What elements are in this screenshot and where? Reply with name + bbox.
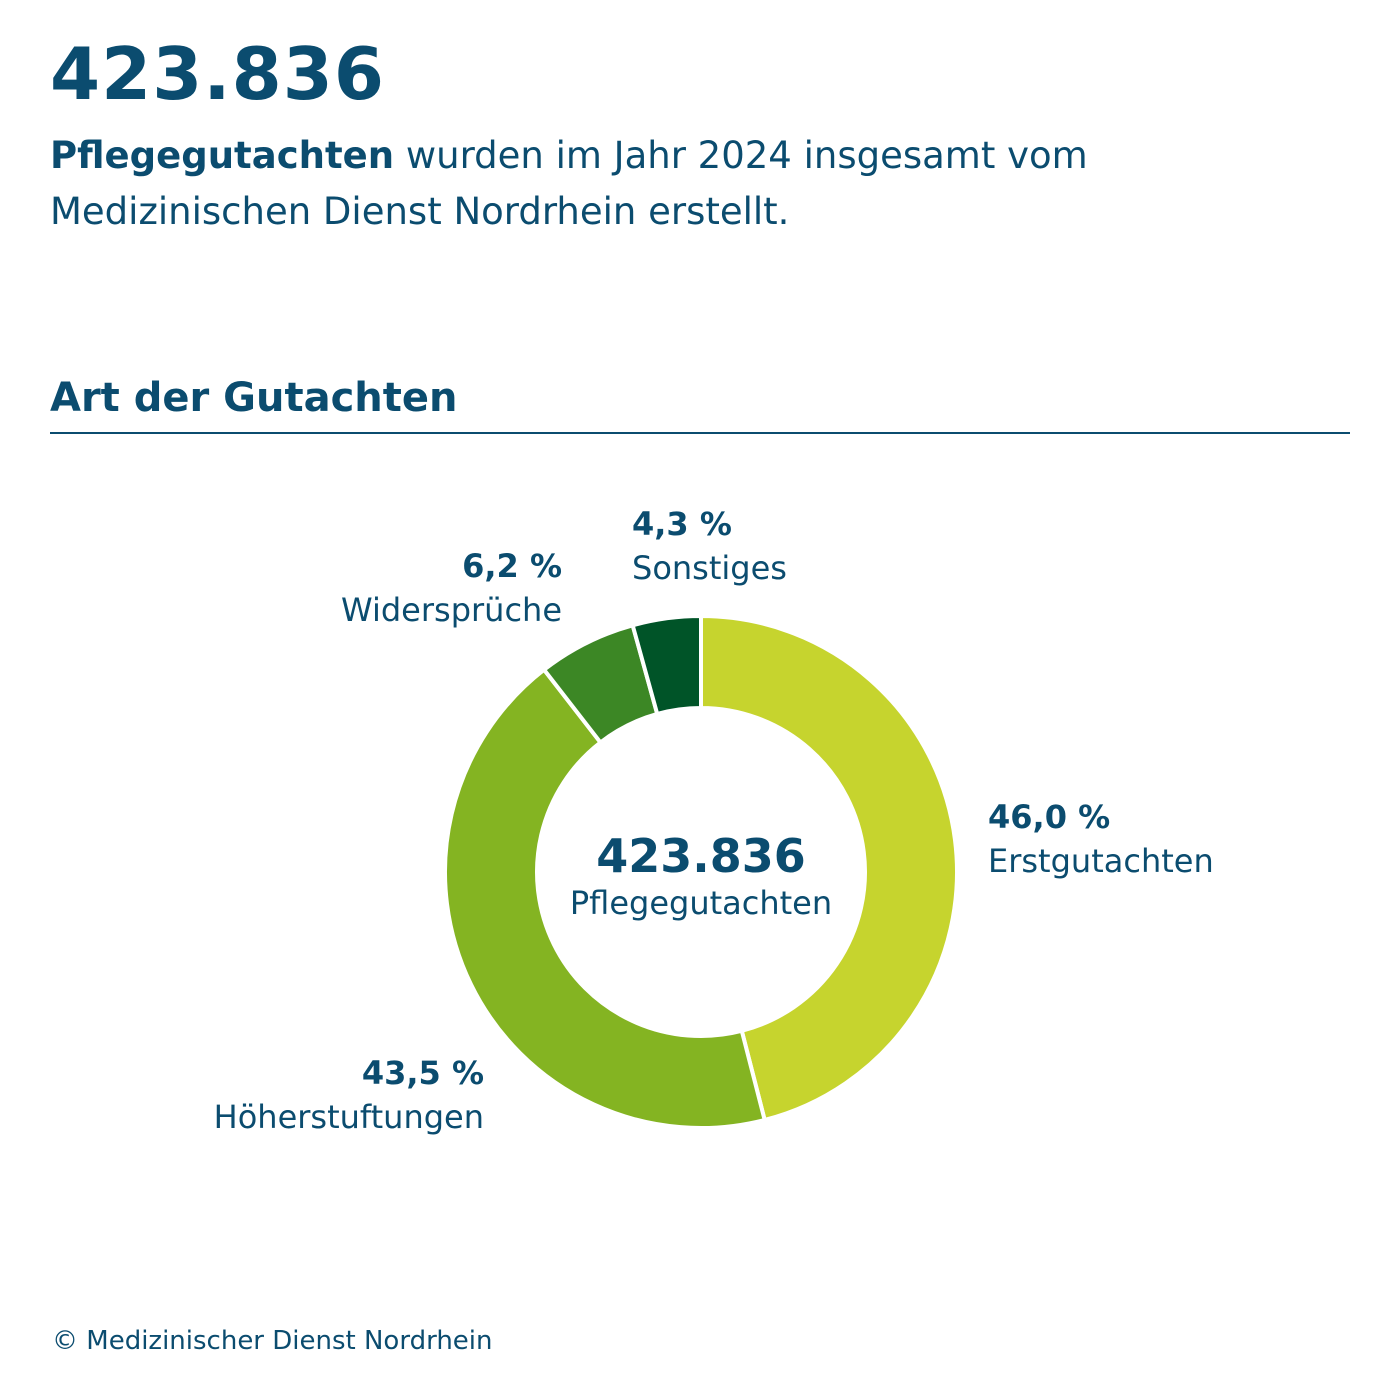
slice-name-label: Erstgutachten [988,842,1214,880]
slice-labels: 46,0 % Erstgutachten 43,5 % Höherstuftungen… [214,505,1214,1136]
slice-sonstiges [630,613,703,717]
intro-bold: Pflegegutachten [50,134,395,177]
copyright: © Medizinischer Dienst Nordrhein [52,1326,493,1356]
slice-value-label: 6,2 % [462,547,562,585]
slice-h-herstuftungen [443,666,768,1130]
slice-name-label: Höherstuftungen [214,1098,484,1136]
donut-slices [443,613,959,1130]
headline-number: 423.836 [50,32,385,116]
slice-value-label: 43,5 % [362,1054,484,1092]
slice-value-label: 46,0 % [988,798,1110,836]
intro-text: Pflegegutachten wurden im Jahr 2024 insg… [50,128,1350,240]
intro-rest: wurden im Jahr 2024 insgesamt vom Medizi… [50,134,1088,233]
center-label: Pflegegutachten [570,884,832,922]
slice-name-label: Widersprüche [341,591,562,629]
center-value: 423.836 [596,829,806,883]
section-title: Art der Gutachten [50,375,458,421]
slice-name-label: Sonstiges [632,549,787,587]
slice-value-label: 4,3 % [632,505,732,543]
slice-erstgutachten [699,613,959,1123]
section-divider [50,432,1350,434]
